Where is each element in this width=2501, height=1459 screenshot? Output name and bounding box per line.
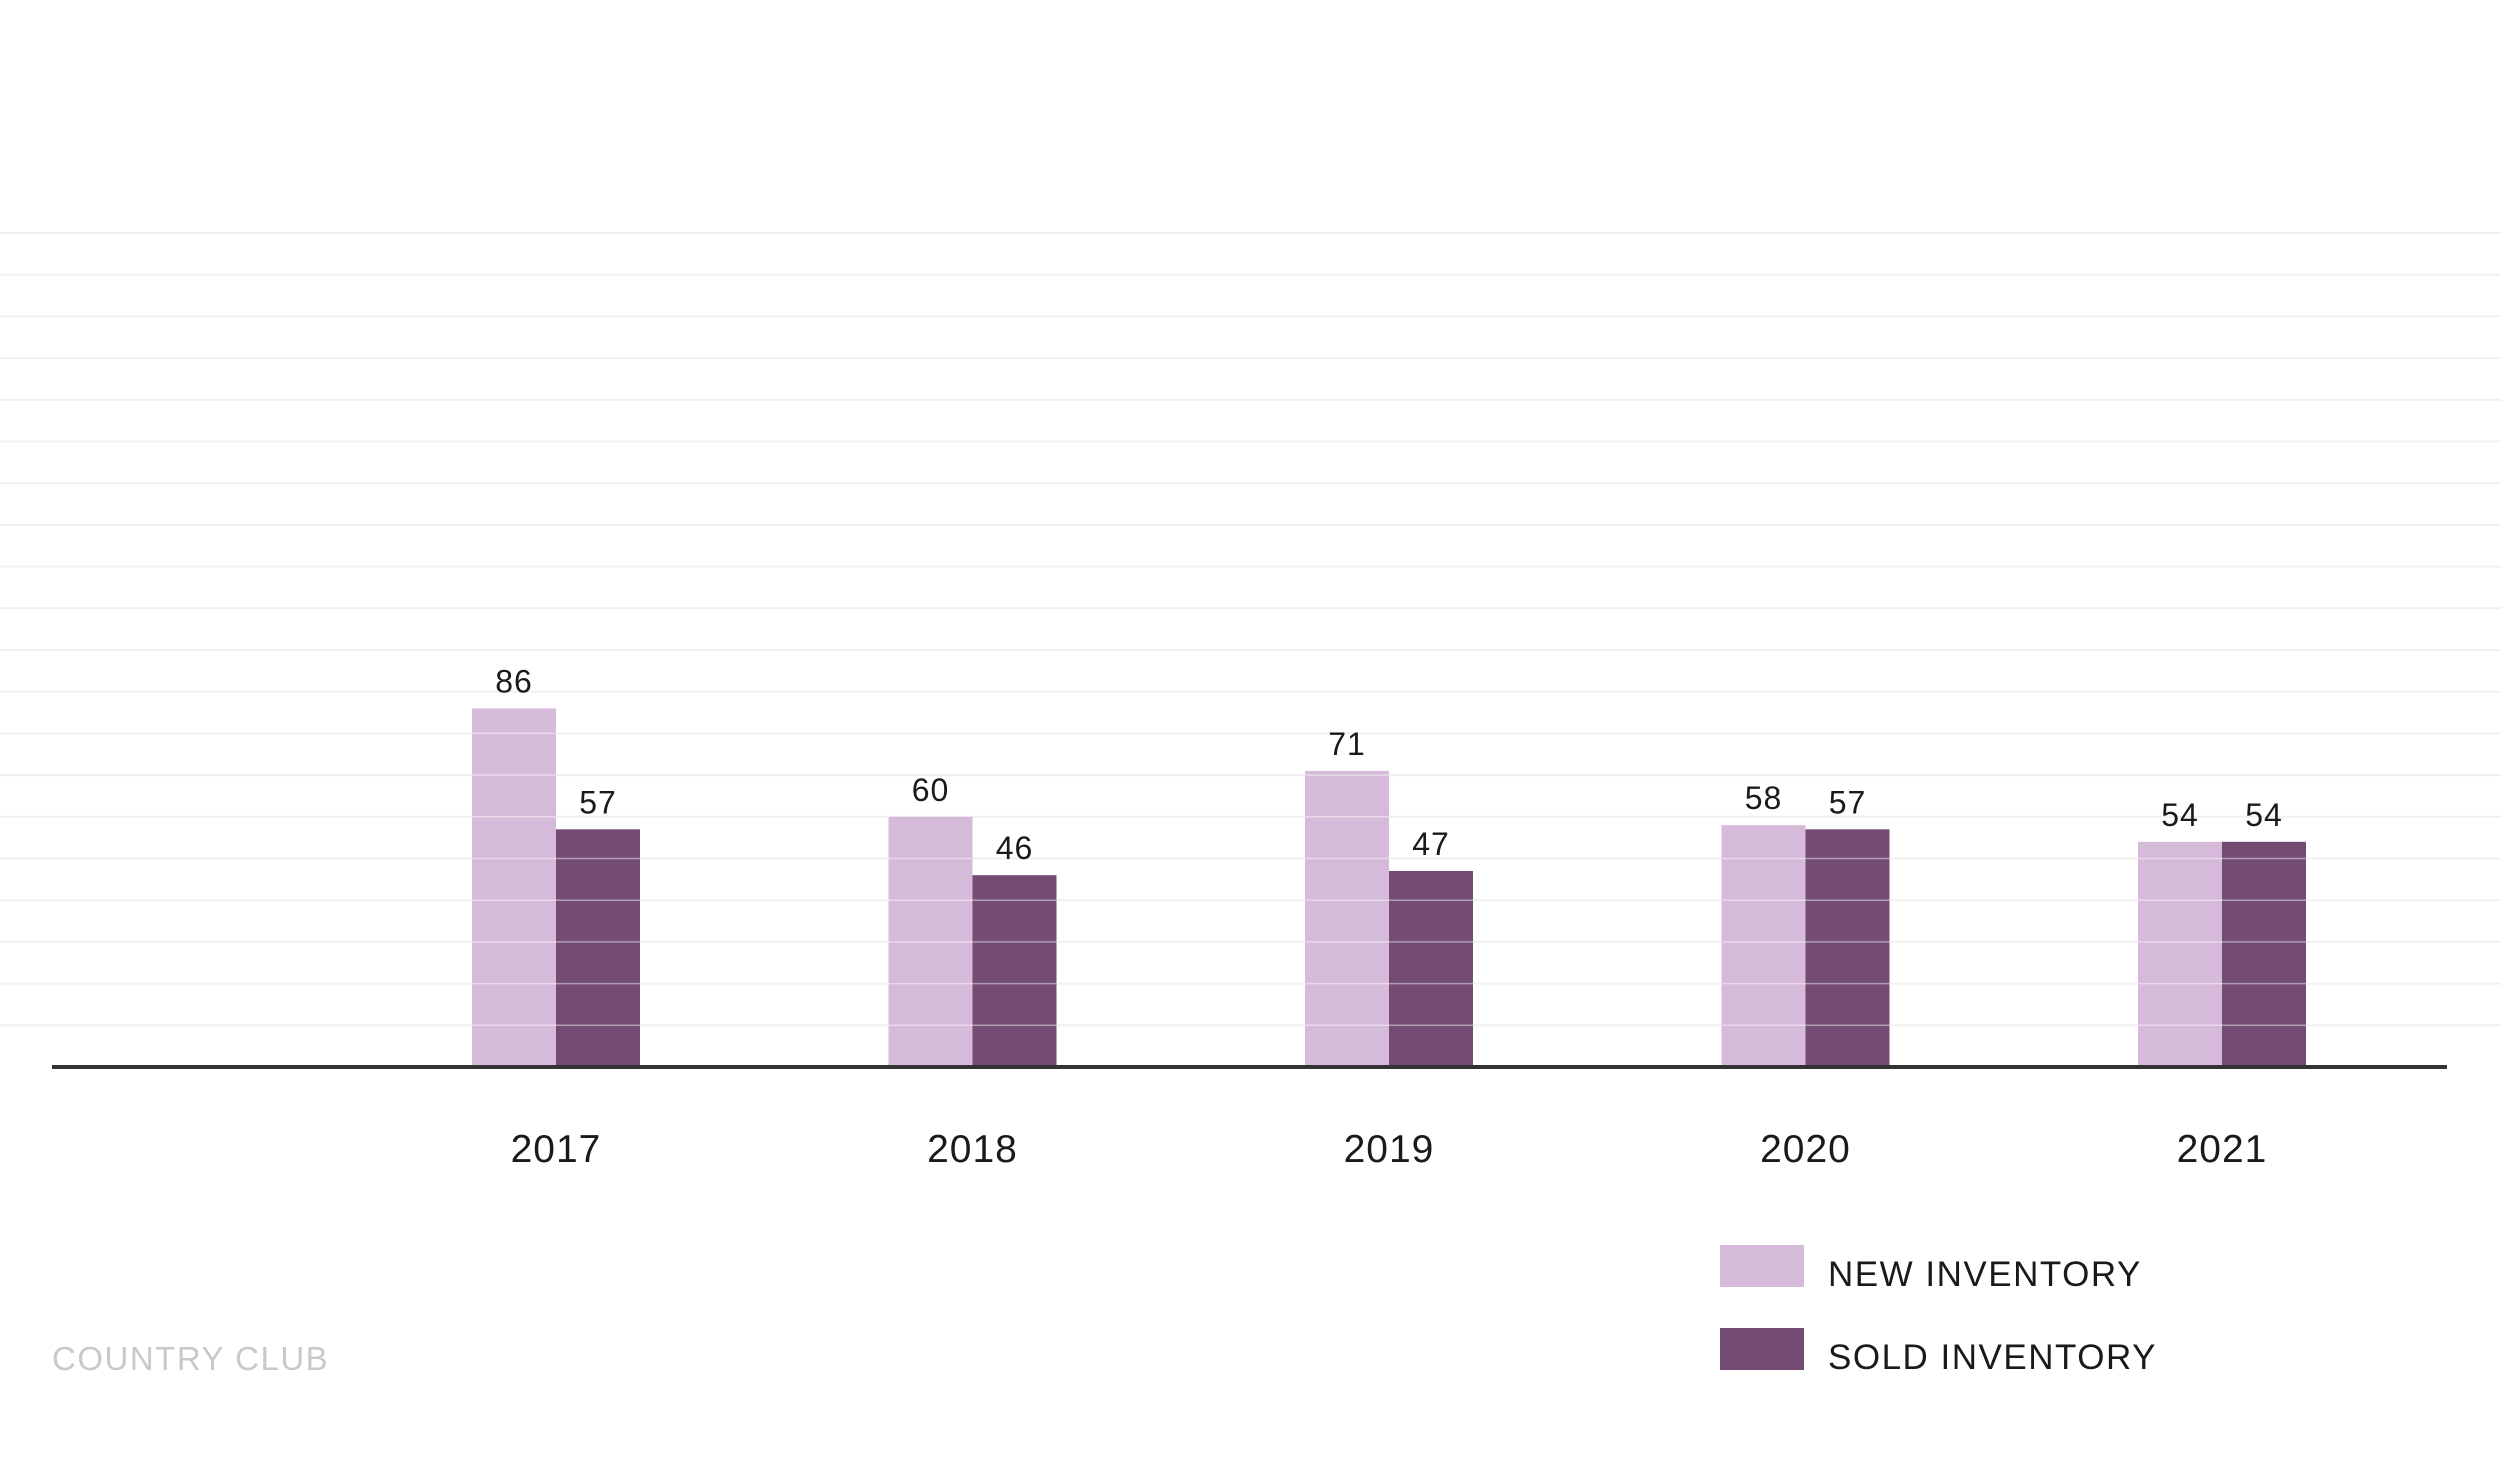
x-tick-label: 2017: [511, 1128, 602, 1171]
value-label: 47: [1412, 826, 1450, 862]
value-label: 57: [579, 784, 617, 820]
bar-new-inventory-2017: [472, 708, 556, 1067]
x-tick-label: 2019: [1344, 1128, 1435, 1171]
legend: NEW INVENTORY SOLD INVENTORY: [1720, 1245, 2157, 1377]
legend-label-new-inventory: NEW INVENTORY: [1828, 1255, 2142, 1294]
legend-label-sold-inventory: SOLD INVENTORY: [1828, 1338, 2157, 1377]
bar-new-inventory-2019: [1305, 770, 1389, 1067]
bar-sold-inventory-2018: [972, 875, 1057, 1067]
bars: [472, 708, 2306, 1067]
x-tick-label: 2018: [927, 1128, 1018, 1171]
x-tick-labels: 2017 2018 2019 2020 2021: [511, 1128, 2268, 1171]
bar-sold-inventory-2020: [1805, 829, 1890, 1067]
x-tick-label: 2020: [1760, 1128, 1851, 1171]
bar-new-inventory-2020: [1721, 825, 1806, 1067]
bar-new-inventory-2018: [888, 816, 973, 1067]
bar-overlay-gridlines: [472, 732, 2306, 1027]
value-label: 54: [2245, 797, 2283, 833]
bar-sold-inventory-2017: [556, 829, 640, 1067]
value-label: 46: [996, 830, 1034, 866]
value-label: 58: [1745, 780, 1783, 816]
value-label: 57: [1829, 784, 1867, 820]
x-tick-label: 2021: [2177, 1128, 2268, 1171]
gridlines: [0, 232, 2501, 1027]
value-label: 60: [912, 772, 950, 808]
footer-label: COUNTRY CLUB: [52, 1340, 329, 1377]
bar-new-inventory-2021: [2138, 841, 2222, 1067]
bar-sold-inventory-2021: [2222, 841, 2306, 1067]
value-labels: 86 57 60 46 71 47 58 57 54 54: [495, 663, 2283, 866]
bar-sold-inventory-2019: [1389, 871, 1473, 1067]
legend-swatch-new-inventory: [1720, 1245, 1804, 1287]
value-label: 54: [2161, 797, 2199, 833]
value-label: 86: [495, 663, 533, 699]
value-label: 71: [1328, 726, 1366, 762]
legend-swatch-sold-inventory: [1720, 1328, 1804, 1370]
